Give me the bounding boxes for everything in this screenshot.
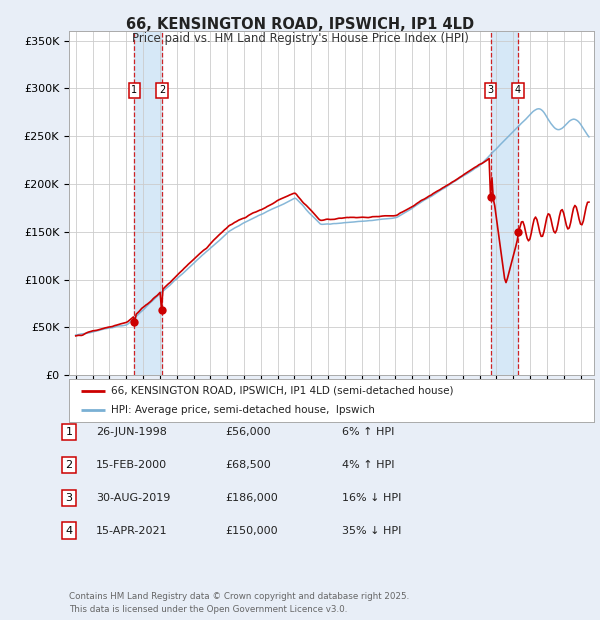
Text: 3: 3 (65, 493, 73, 503)
Text: £56,000: £56,000 (225, 427, 271, 437)
Text: Price paid vs. HM Land Registry's House Price Index (HPI): Price paid vs. HM Land Registry's House … (131, 32, 469, 45)
Text: 2: 2 (159, 86, 165, 95)
Text: 2: 2 (65, 460, 73, 470)
Text: £150,000: £150,000 (225, 526, 278, 536)
Text: 30-AUG-2019: 30-AUG-2019 (96, 493, 170, 503)
Text: 3: 3 (488, 86, 494, 95)
Text: 4: 4 (65, 526, 73, 536)
Text: 6% ↑ HPI: 6% ↑ HPI (342, 427, 394, 437)
Text: 15-APR-2021: 15-APR-2021 (96, 526, 167, 536)
Text: 66, KENSINGTON ROAD, IPSWICH, IP1 4LD: 66, KENSINGTON ROAD, IPSWICH, IP1 4LD (126, 17, 474, 32)
Text: 26-JUN-1998: 26-JUN-1998 (96, 427, 167, 437)
Text: 1: 1 (65, 427, 73, 437)
Text: 15-FEB-2000: 15-FEB-2000 (96, 460, 167, 470)
Text: 4: 4 (515, 86, 521, 95)
Text: 1: 1 (131, 86, 137, 95)
Bar (491, 31, 518, 375)
Text: 16% ↓ HPI: 16% ↓ HPI (342, 493, 401, 503)
Text: £186,000: £186,000 (225, 493, 278, 503)
Bar (134, 31, 162, 375)
Text: HPI: Average price, semi-detached house,  Ipswich: HPI: Average price, semi-detached house,… (111, 405, 375, 415)
Text: Contains HM Land Registry data © Crown copyright and database right 2025.
This d: Contains HM Land Registry data © Crown c… (69, 592, 409, 614)
Text: 4% ↑ HPI: 4% ↑ HPI (342, 460, 395, 470)
Text: 66, KENSINGTON ROAD, IPSWICH, IP1 4LD (semi-detached house): 66, KENSINGTON ROAD, IPSWICH, IP1 4LD (s… (111, 386, 454, 396)
Text: 35% ↓ HPI: 35% ↓ HPI (342, 526, 401, 536)
Text: £68,500: £68,500 (225, 460, 271, 470)
